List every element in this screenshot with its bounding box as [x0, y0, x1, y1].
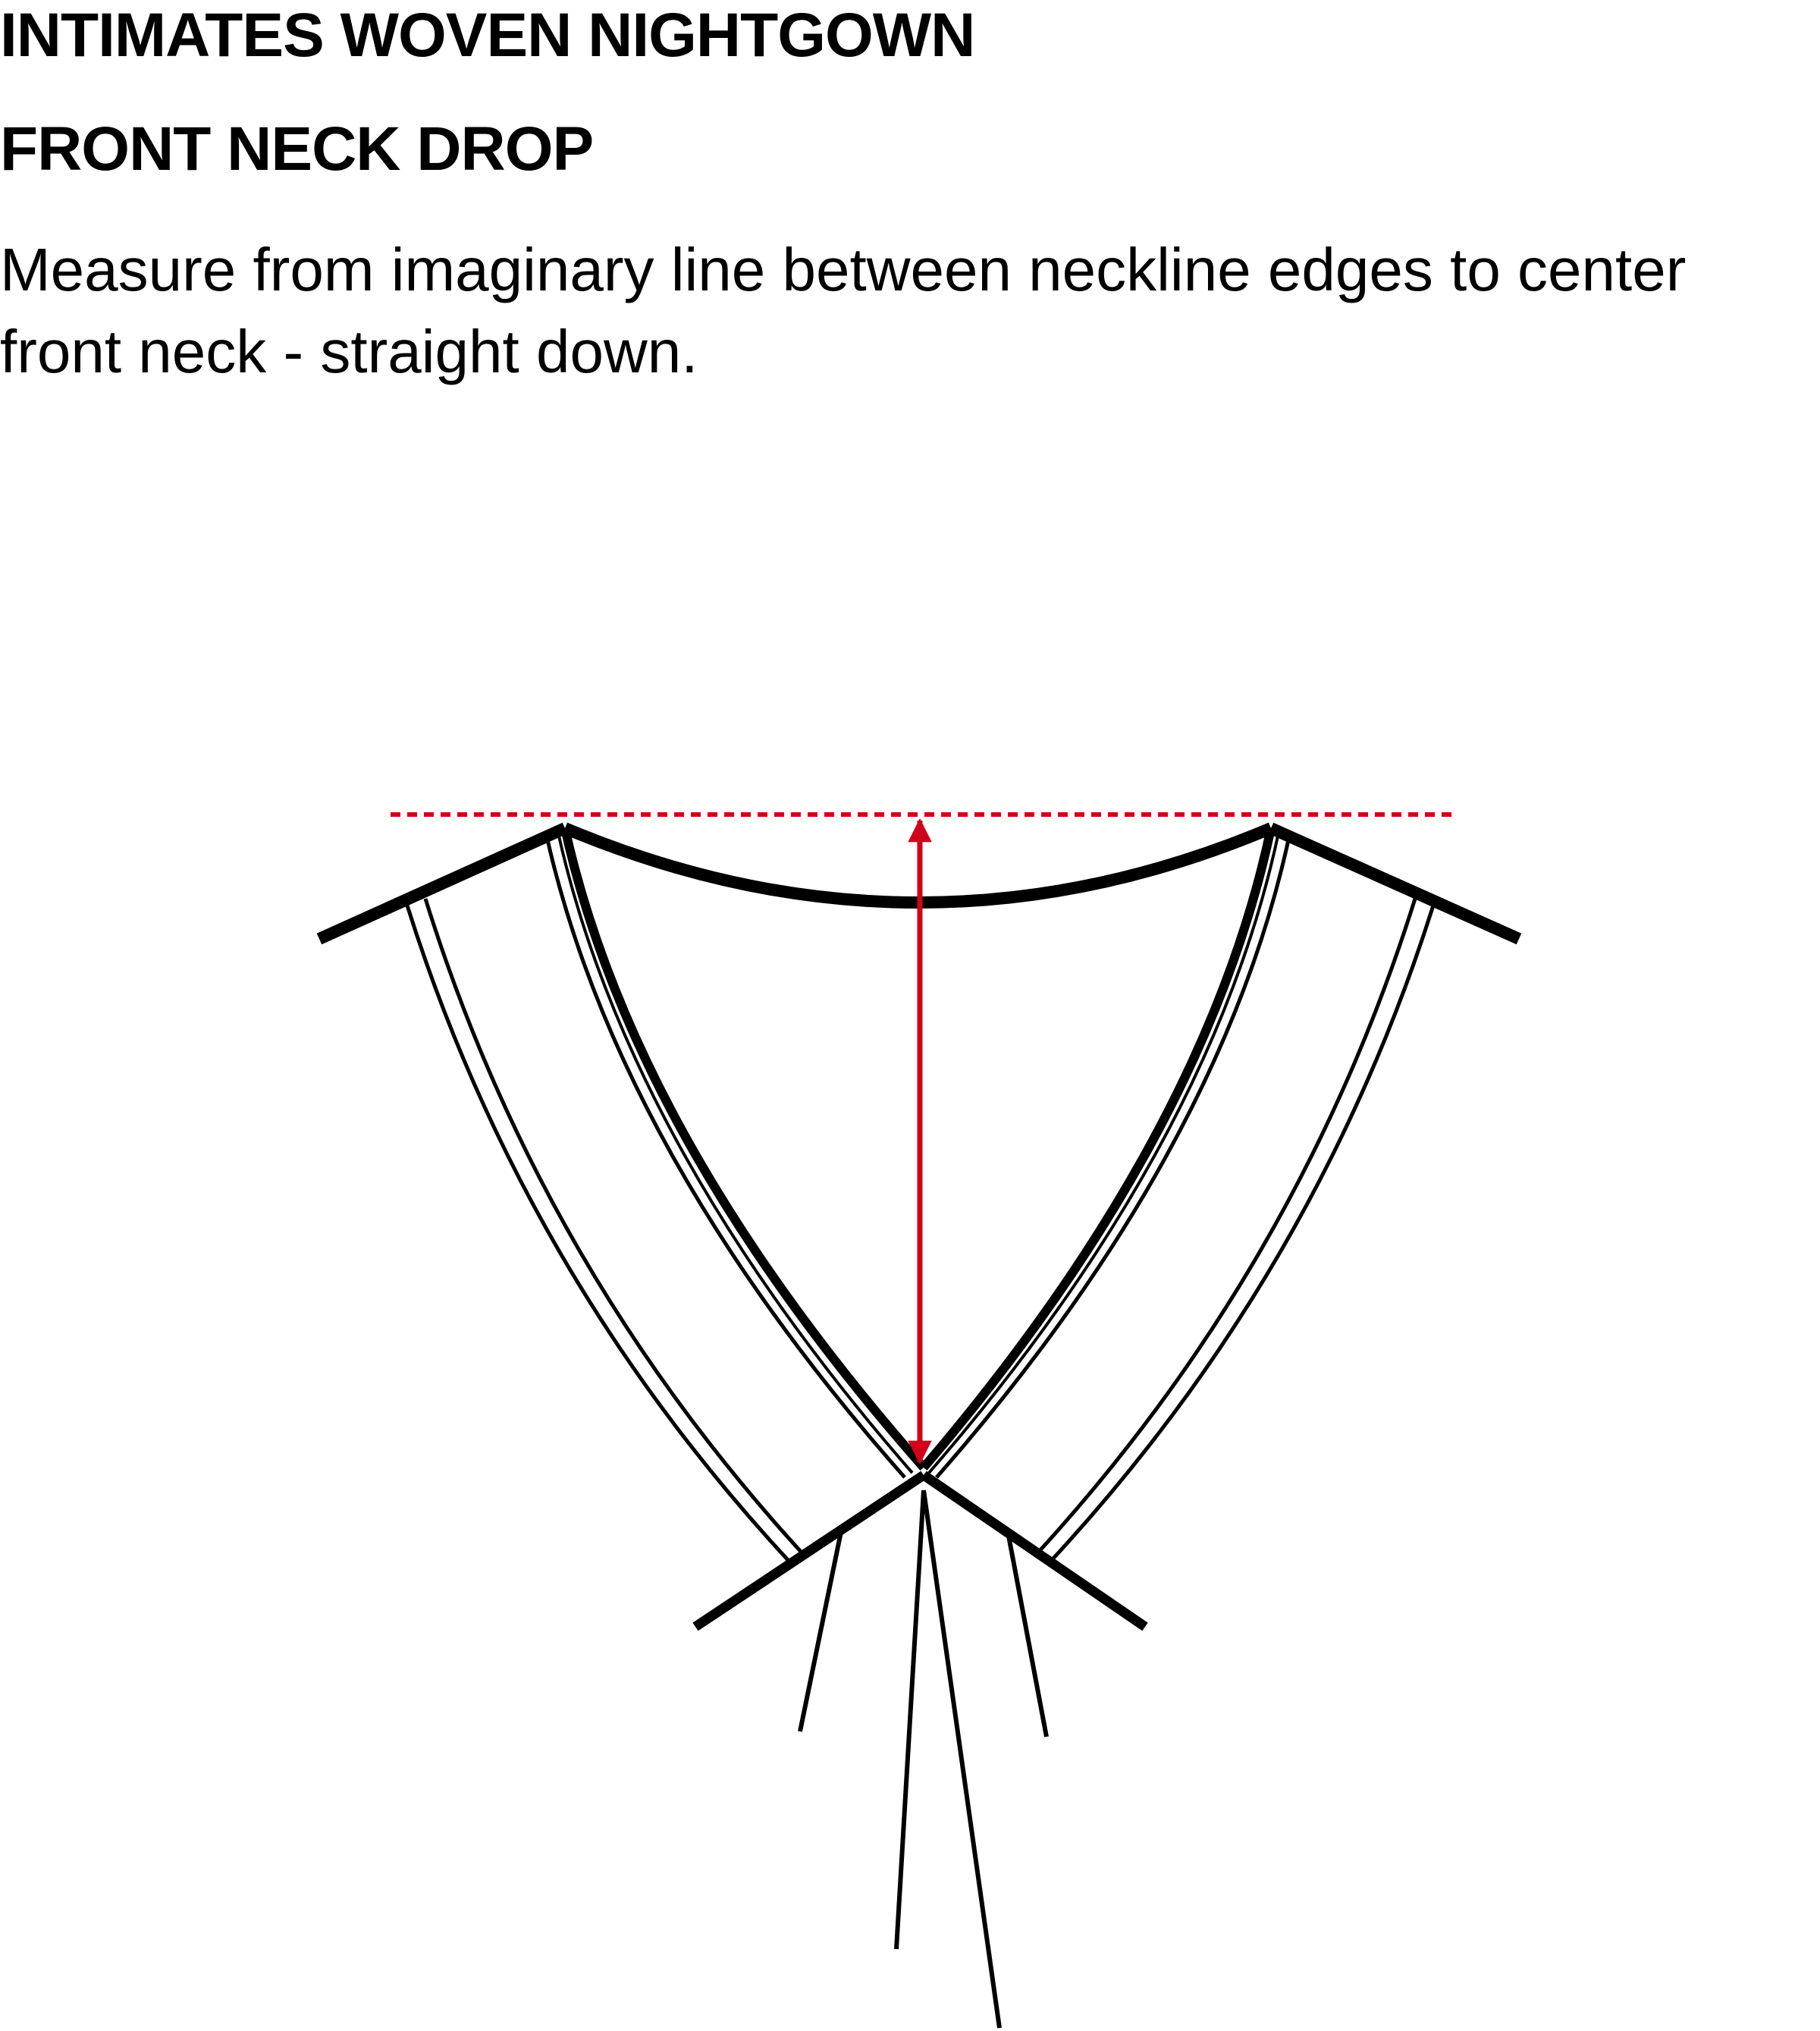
- left-front-neckline: [560, 827, 927, 1471]
- left-armhole-line-2: [423, 898, 804, 1555]
- right-binding-line-outer: [927, 832, 1280, 1474]
- center-front-fold-right: [921, 1490, 1002, 2029]
- left-shoulder-seam: [316, 822, 568, 945]
- right-shoulder-seam: [1268, 822, 1522, 945]
- page-title: INTIMATES WOVEN NIGHTGOWN: [0, 1, 975, 70]
- right-armhole-line-1: [1050, 905, 1436, 1562]
- left-binding-line-inner: [544, 836, 906, 1479]
- garment-outline: [316, 822, 1522, 2029]
- measurement-instruction: Measure from imaginary line between neck…: [0, 236, 1687, 385]
- measurement-name: FRONT NECK DROP: [0, 115, 594, 184]
- right-bodice-seam: [921, 1471, 1148, 1631]
- left-bodice-seam: [692, 1471, 927, 1631]
- right-armhole-line-2: [1036, 898, 1417, 1555]
- left-binding-line-outer: [557, 832, 914, 1474]
- right-front-neckline: [920, 827, 1276, 1471]
- right-body-line: [1006, 1535, 1049, 1737]
- left-armhole-line-1: [405, 905, 790, 1562]
- right-binding-line-inner: [935, 836, 1291, 1479]
- left-body-line: [798, 1527, 844, 1732]
- measurement-guide: [391, 812, 1454, 1465]
- center-front-fold-left: [894, 1490, 926, 1950]
